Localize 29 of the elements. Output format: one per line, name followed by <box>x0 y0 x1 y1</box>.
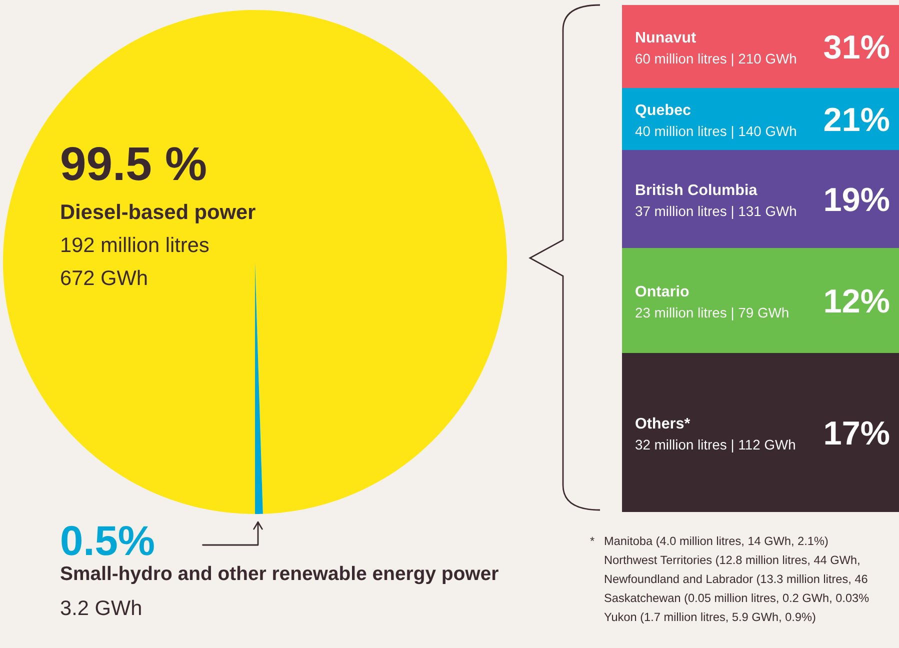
data-label: 19% <box>825 188 890 212</box>
text: 32 million litres | 112 GWh <box>636 439 795 452</box>
data-label: 31% <box>824 35 890 59</box>
text: 23 million litres | 79 GWh <box>636 307 788 320</box>
text: Newfoundland and Labrador (13.3 million litres, 46 <box>604 574 868 586</box>
text: 60 million litres | 210 GWh <box>636 53 796 66</box>
text: 37 million litres | 131 GWh <box>636 206 796 219</box>
text: * <box>590 536 594 542</box>
pie-slice <box>3 10 507 514</box>
text: 192 million litres <box>62 236 209 252</box>
category-label: Quebec <box>636 104 691 118</box>
text: 672 GWh <box>61 270 147 286</box>
data-label: 12% <box>825 289 890 313</box>
text: Saskatchewan (0.05 million litres, 0.2 GWh, 0.03% <box>604 593 869 604</box>
slice-label: Diesel-based power <box>61 204 256 224</box>
data-label: 0.5% <box>62 526 154 556</box>
text: Manitoba (4.0 million litres, 14 GWh, 2.1%) <box>604 536 828 548</box>
data-label: 17% <box>825 421 890 445</box>
category-label: British Columbia <box>636 184 758 196</box>
category-label: Nunavut <box>636 32 696 43</box>
text: 3.2 GWh <box>60 600 141 616</box>
category-label: Ontario <box>636 285 689 297</box>
data-label: 99.5 % <box>62 147 206 180</box>
slice-label: Small-hydro and other renewable energy power <box>60 566 498 584</box>
text: Northwest Territories (12.8 million litres, 44 GWh, <box>604 555 860 566</box>
text: Yukon (1.7 million litres, 5.9 GWh, 0.9%) <box>604 612 816 624</box>
data-label: 21% <box>824 108 890 132</box>
category-label: Others* <box>636 417 690 429</box>
text: 40 million litres | 140 GWh <box>635 126 796 139</box>
